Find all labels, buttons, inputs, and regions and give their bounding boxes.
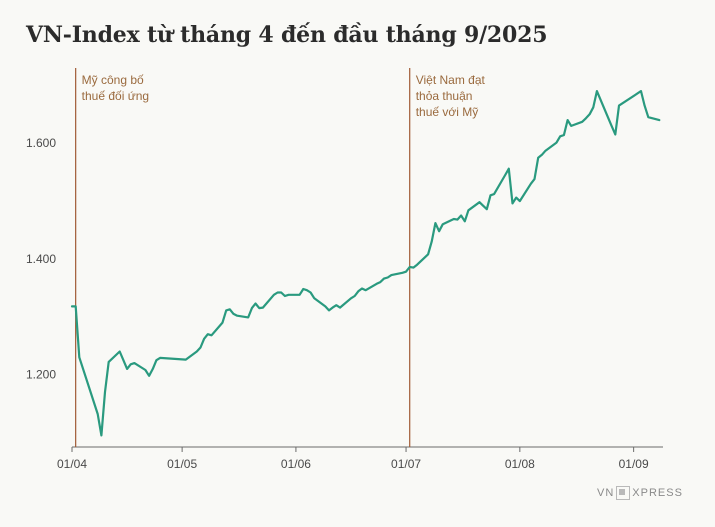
logo-mark-icon <box>616 486 631 500</box>
logo-text-left: VN <box>597 487 615 499</box>
chart-title: VN-Index từ tháng 4 đến đầu tháng 9/2025 <box>26 22 548 48</box>
y-tick-label: 1.200 <box>26 368 56 382</box>
vn-index-series-line <box>70 89 661 437</box>
logo-text-right: XPRESS <box>632 487 683 499</box>
x-tick-label: 01/04 <box>57 457 87 471</box>
annotation-text: thỏa thuận <box>416 89 473 103</box>
x-tick-label: 01/07 <box>391 457 421 471</box>
annotation-text: thuế với Mỹ <box>416 105 479 119</box>
x-tick-label: 01/05 <box>167 457 197 471</box>
y-tick-label: 1.400 <box>26 252 56 266</box>
x-tick-label: 01/09 <box>619 457 649 471</box>
vnexpress-logo: VN XPRESS <box>597 486 683 500</box>
annotation-text: Mỹ công bố <box>82 73 144 87</box>
x-tick-label: 01/08 <box>505 457 535 471</box>
x-tick-label: 01/06 <box>281 457 311 471</box>
annotation-text: Việt Nam đạt <box>416 73 486 87</box>
annotation-text: thuế đối ứng <box>82 89 149 103</box>
y-tick-label: 1.600 <box>26 136 56 150</box>
